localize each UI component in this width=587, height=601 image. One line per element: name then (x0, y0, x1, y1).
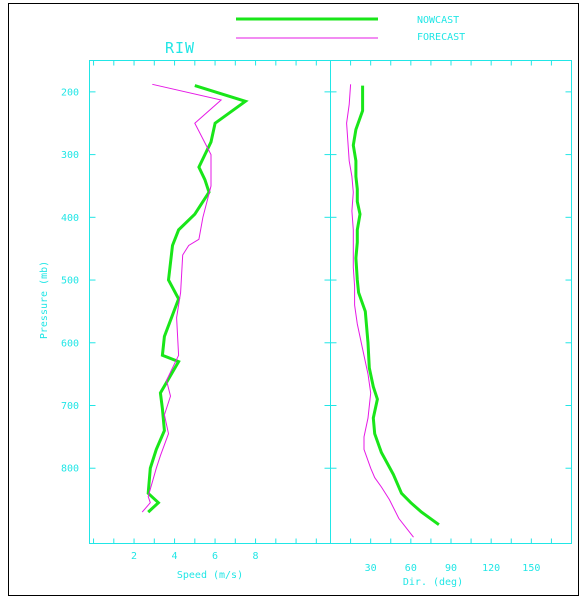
speed-tick-label: 2 (131, 551, 137, 562)
y-tick-label: 400 (61, 213, 79, 224)
speed-tick-label: 6 (212, 551, 218, 562)
speed-axis-label: Speed (m/s) (177, 570, 243, 581)
direction-nowcast-line (351, 85, 440, 526)
legend-nowcast-label: NOWCAST (417, 15, 459, 26)
direction-tick-label: 120 (482, 563, 500, 574)
y-tick-label: 600 (61, 338, 79, 349)
y-tick-label: 800 (61, 464, 79, 475)
figure-frame (8, 3, 579, 596)
speed-tick-label: 8 (253, 551, 259, 562)
direction-forecast-line (346, 84, 414, 538)
direction-axis-label: Dir. (deg) (403, 577, 463, 588)
speed-tick-label: 4 (172, 551, 178, 562)
y-tick-label: 200 (61, 87, 79, 98)
direction-tick-label: 60 (405, 563, 417, 574)
y-tick-label: 700 (61, 401, 79, 412)
legend-forecast-label: FORECAST (417, 32, 465, 43)
series-layer (141, 83, 440, 538)
legend: NOWCAST FORECAST (236, 15, 465, 43)
y-axis-label: Pressure (mb) (39, 261, 50, 339)
ticks-layer: 200 300 400 500 600 700 800 2 4 6 8 30 60 90 120 150 (61, 60, 572, 574)
y-tick-label: 500 (61, 276, 79, 287)
speed-nowcast-line (146, 84, 249, 514)
chart-title: RIW (165, 39, 195, 57)
direction-tick-label: 150 (522, 563, 540, 574)
direction-tick-label: 30 (365, 563, 377, 574)
speed-forecast-line (141, 83, 223, 513)
y-tick-label: 300 (61, 150, 79, 161)
direction-tick-label: 90 (445, 563, 457, 574)
